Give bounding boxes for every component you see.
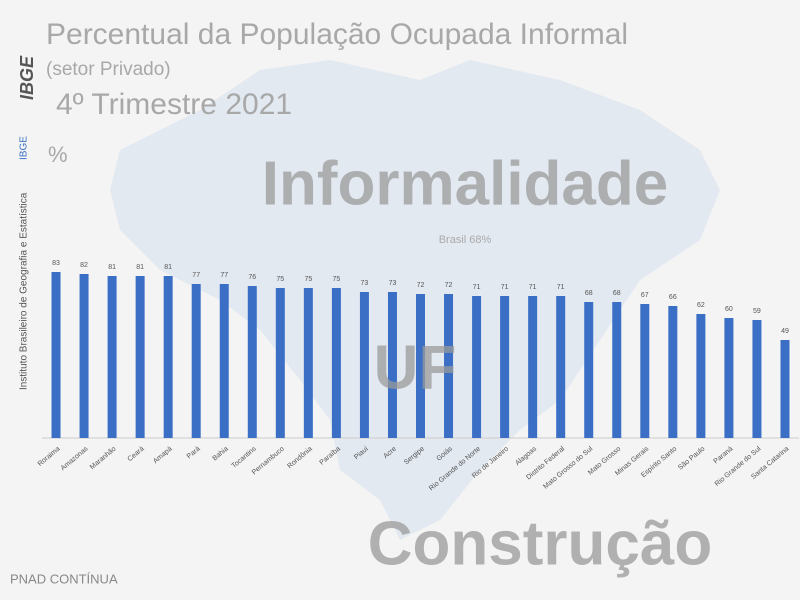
subtitle: (setor Privado) (46, 59, 171, 80)
value-label: 77 (220, 272, 228, 279)
value-label: 68 (613, 290, 621, 297)
value-label: 68 (585, 290, 593, 297)
value-label: 66 (669, 294, 677, 301)
bar (51, 272, 61, 438)
bar (500, 296, 510, 438)
value-label: 73 (361, 280, 369, 287)
map-shape (110, 60, 720, 540)
value-label: 71 (501, 284, 509, 291)
bar (303, 288, 313, 438)
bar (696, 314, 706, 438)
bar (219, 284, 229, 438)
bar (668, 306, 678, 438)
period: 4º Trimestre 2021 (56, 88, 292, 121)
side-text: Instituto Brasileiro de Geografia e Esta… (19, 192, 30, 390)
value-label: 59 (753, 308, 761, 315)
bar (247, 286, 257, 438)
title: Percentual da População Ocupada Informal (46, 18, 628, 51)
footer: PNAD CONTÍNUA (10, 571, 118, 586)
y-label: % (48, 142, 68, 167)
value-label: 83 (52, 260, 60, 267)
value-label: 62 (697, 302, 705, 309)
bar (163, 276, 173, 438)
bar (584, 302, 594, 438)
bar (135, 276, 145, 438)
side-logo: IBGE (19, 136, 30, 160)
bar (359, 292, 369, 438)
overlay-text: Informalidade (262, 149, 669, 218)
bar (640, 304, 650, 438)
value-label: 71 (557, 284, 565, 291)
value-label: 49 (781, 328, 789, 335)
bar (556, 296, 566, 438)
bar (752, 320, 762, 438)
bar (528, 296, 538, 438)
value-label: 81 (136, 264, 144, 271)
annotation: Brasil 68% (439, 234, 492, 246)
value-label: 75 (276, 276, 284, 283)
bar (191, 284, 201, 438)
value-label: 76 (248, 274, 256, 281)
value-label: 77 (192, 272, 200, 279)
bar (444, 294, 454, 438)
bar (780, 340, 790, 438)
bar (331, 288, 341, 438)
bar (107, 276, 117, 438)
value-label: 73 (389, 280, 397, 287)
value-label: 82 (80, 262, 88, 269)
bar (612, 302, 622, 438)
value-label: 67 (641, 292, 649, 299)
value-label: 81 (164, 264, 172, 271)
value-label: 72 (445, 282, 453, 289)
value-label: 71 (529, 284, 537, 291)
overlay-text: UF (374, 333, 457, 402)
bar (79, 274, 89, 438)
value-label: 81 (108, 264, 116, 271)
overlay-text: Construção (368, 509, 712, 578)
value-label: 75 (304, 276, 312, 283)
value-label: 71 (473, 284, 481, 291)
bar (275, 288, 285, 438)
bar (472, 296, 482, 438)
bar (416, 294, 425, 438)
bar (387, 292, 397, 438)
logo: IBGE (17, 55, 37, 100)
value-label: 60 (725, 306, 733, 313)
bar (724, 318, 734, 438)
value-label: 72 (417, 282, 425, 289)
value-label: 75 (332, 276, 340, 283)
